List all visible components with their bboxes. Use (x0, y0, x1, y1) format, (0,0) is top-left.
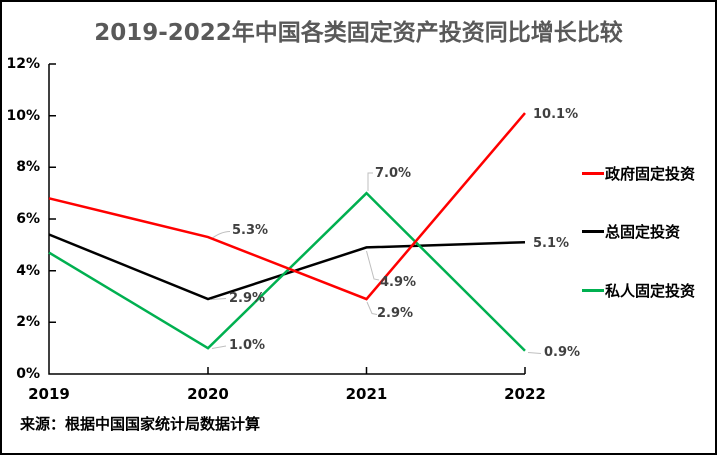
x-tick-label-2020: 2020 (187, 385, 229, 403)
y-tick-label-2: 2% (16, 314, 40, 330)
data-label-total-2021: 4.9% (380, 275, 417, 290)
y-tick-label-4: 4% (16, 263, 40, 279)
legend-swatch-total (582, 229, 604, 233)
leader-total-2020 (210, 298, 227, 300)
source-note: 来源：根据中国国家统计局数据计算 (20, 415, 261, 433)
leader-private-2021 (367, 172, 373, 191)
leader-private-2020 (211, 345, 227, 349)
leader-lines (210, 172, 542, 354)
y-axis-ticks (49, 63, 56, 324)
x-tick-label-2022: 2022 (504, 385, 546, 403)
legend-label-private: 私人固定投资 (605, 281, 696, 300)
series-line-total (48, 233, 526, 301)
legend-swatch-government (582, 171, 604, 175)
legend-item-private: 私人固定投资 (582, 280, 695, 300)
legend-label-total: 总固定投资 (605, 222, 681, 241)
data-label-total-2020: 2.9% (229, 291, 266, 306)
leader-gov-2020 (210, 231, 231, 240)
leader-total-2021 (366, 250, 380, 281)
x-tick-label-2019: 2019 (28, 385, 70, 403)
x-axis-ticks (207, 367, 526, 374)
legend-item-government: 政府固定投资 (582, 163, 695, 183)
data-label-private-2022: 0.9% (544, 345, 581, 360)
legend-item-total: 总固定投资 (582, 221, 680, 241)
data-label-private-2020: 1.0% (229, 338, 266, 353)
series-line-private (48, 191, 526, 352)
leader-private-2022 (527, 352, 542, 354)
x-tick-label-2021: 2021 (345, 385, 388, 403)
leader-gov-2021 (366, 301, 378, 315)
data-label-private-2021: 7.0% (375, 166, 412, 181)
chart-title: 2019-2022年中国各类固定资产投资同比增长比较 (94, 20, 623, 46)
axis-lines (48, 64, 525, 375)
data-label-gov-2022: 10.1% (533, 107, 579, 122)
y-tick-label-8: 8% (16, 159, 40, 175)
y-tick-label-6: 6% (16, 211, 40, 227)
legend-swatch-private (582, 288, 604, 292)
data-label-gov-2020: 5.3% (232, 223, 269, 238)
data-label-total-2022: 5.1% (533, 236, 570, 251)
series-line-government (48, 112, 526, 301)
y-tick-label-10: 10% (6, 108, 40, 124)
y-tick-label-0: 0% (16, 366, 40, 382)
legend-label-government: 政府固定投资 (605, 164, 696, 183)
y-tick-label-12: 12% (6, 56, 40, 72)
data-label-gov-2021: 2.9% (377, 306, 414, 321)
